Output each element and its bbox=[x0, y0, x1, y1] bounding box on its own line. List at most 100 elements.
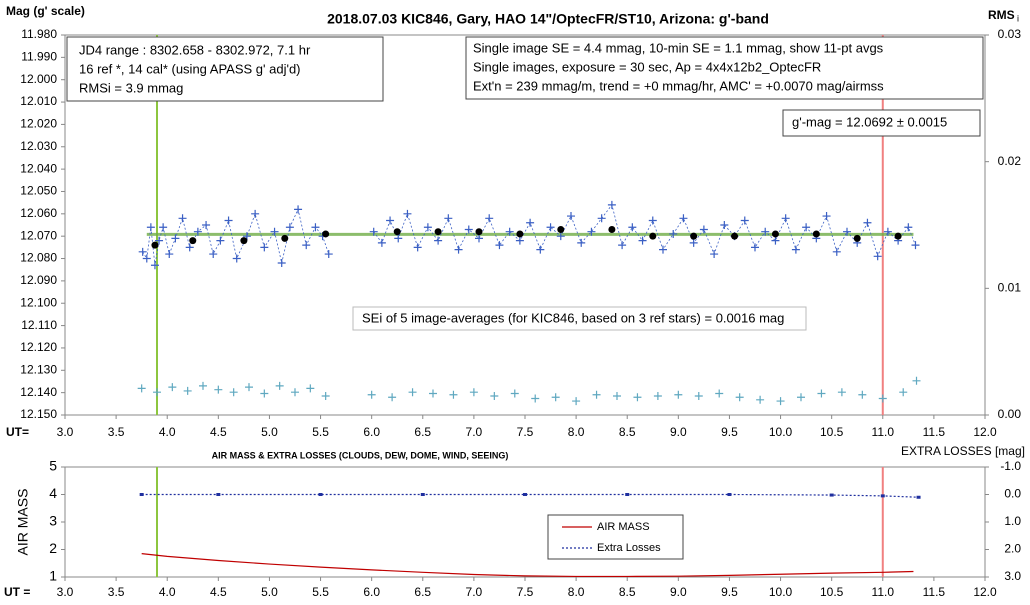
point bbox=[216, 236, 225, 245]
annotation: Ext'n = 239 mmag/m, trend = +0 mmag/hr, … bbox=[473, 78, 884, 93]
point bbox=[429, 389, 437, 398]
y-tick-label: 12.010 bbox=[20, 94, 57, 108]
average-point bbox=[608, 225, 616, 233]
x-tick-label: 9.0 bbox=[670, 425, 687, 439]
point bbox=[245, 383, 253, 392]
x-tick-label: 4.5 bbox=[210, 585, 227, 599]
point bbox=[168, 383, 177, 392]
point bbox=[216, 493, 221, 496]
point bbox=[505, 227, 514, 236]
point bbox=[150, 261, 159, 270]
y-tick-label: 12.120 bbox=[20, 340, 57, 354]
x-tick-label: 11.5 bbox=[923, 425, 946, 439]
point bbox=[171, 234, 180, 243]
point bbox=[628, 223, 637, 232]
point bbox=[832, 247, 841, 256]
point bbox=[669, 229, 678, 238]
annotation-box bbox=[465, 36, 984, 100]
average-point bbox=[151, 241, 159, 249]
y2-tick-label: 1.0 bbox=[1004, 514, 1021, 528]
x-tick-label: 10.5 bbox=[820, 585, 844, 599]
point bbox=[863, 218, 872, 227]
x-tick-label: 5.5 bbox=[312, 585, 329, 599]
point bbox=[771, 236, 780, 245]
y-axis-label: Mag (g' scale) bbox=[6, 4, 85, 18]
point bbox=[403, 209, 412, 218]
x-tick-label: 5.0 bbox=[261, 425, 278, 439]
point bbox=[388, 393, 397, 402]
point bbox=[260, 389, 269, 398]
average-point bbox=[557, 225, 565, 233]
x-tick-label: 8.5 bbox=[619, 425, 636, 439]
x-tick-label: 7.5 bbox=[517, 425, 534, 439]
x-tick-label: 8.5 bbox=[619, 585, 636, 599]
point bbox=[843, 227, 851, 236]
y-tick-label: 12.080 bbox=[20, 251, 57, 265]
point bbox=[495, 241, 504, 250]
annotations: JD4 range : 8302.658 - 8302.972, 7.1 hr … bbox=[66, 36, 984, 331]
y-tick-label: 12.040 bbox=[20, 161, 57, 175]
point bbox=[817, 389, 826, 398]
y2-axis-label-sub: i bbox=[1017, 13, 1019, 23]
average-point bbox=[516, 230, 524, 238]
point bbox=[306, 384, 315, 393]
point bbox=[618, 241, 627, 250]
average-point bbox=[240, 237, 248, 245]
point bbox=[199, 381, 207, 390]
x-tick-label: 9.0 bbox=[670, 585, 687, 599]
point bbox=[531, 394, 540, 403]
point bbox=[229, 388, 238, 397]
y-axis-label: AIR MASS bbox=[15, 489, 31, 556]
point bbox=[674, 390, 683, 399]
y-tick-label: 12.030 bbox=[20, 139, 57, 153]
point bbox=[633, 393, 642, 402]
y2-tick-label: -1.0 bbox=[1000, 459, 1021, 473]
point bbox=[270, 227, 279, 236]
x-tick-label: 10.0 bbox=[769, 425, 793, 439]
point bbox=[137, 384, 146, 393]
point bbox=[858, 390, 867, 399]
point bbox=[791, 245, 800, 254]
point bbox=[613, 392, 621, 400]
point bbox=[294, 205, 303, 214]
average-point bbox=[812, 230, 820, 238]
point bbox=[193, 227, 202, 236]
point bbox=[209, 250, 218, 259]
legend: AIR MASS Extra Losses bbox=[547, 514, 684, 560]
point bbox=[715, 389, 724, 398]
x-tick-label: 3.5 bbox=[108, 585, 125, 599]
point bbox=[740, 216, 749, 225]
x-tick-label: 3.5 bbox=[108, 425, 125, 439]
point bbox=[822, 212, 831, 221]
x-tick-label: 6.0 bbox=[363, 425, 380, 439]
annotation: JD4 range : 8302.658 - 8302.972, 7.1 hr bbox=[79, 42, 311, 57]
point bbox=[904, 223, 913, 232]
point bbox=[556, 232, 565, 241]
point bbox=[449, 390, 458, 399]
x-tick-label: 4.0 bbox=[159, 585, 176, 599]
annotation: Single image SE = 4.4 mmag, 10-min SE = … bbox=[473, 40, 884, 55]
point bbox=[224, 216, 233, 225]
point bbox=[165, 250, 174, 259]
annotation: SEi of 5 image-averages (for KIC846, bas… bbox=[362, 310, 784, 325]
x-tick-label: 10.5 bbox=[820, 425, 844, 439]
x-tick-label: 7.0 bbox=[466, 585, 483, 599]
point bbox=[475, 234, 483, 243]
point bbox=[369, 227, 378, 236]
point bbox=[242, 232, 251, 241]
y2-axis-label: RMS bbox=[988, 8, 1015, 22]
point bbox=[146, 223, 155, 232]
point bbox=[408, 388, 417, 397]
point bbox=[178, 214, 187, 223]
chart-title: 2018.07.03 KIC846, Gary, HAO 14"/OptecFR… bbox=[327, 11, 769, 27]
y-tick-label: 2 bbox=[49, 540, 57, 556]
x-tick-label: 11.0 bbox=[872, 425, 895, 439]
chart-title: AIR MASS & EXTRA LOSSES (CLOUDS, DEW, DO… bbox=[212, 450, 509, 460]
x-tick-label: 7.0 bbox=[466, 425, 483, 439]
y-tick-label: 3 bbox=[49, 513, 57, 529]
point bbox=[454, 245, 463, 254]
point bbox=[413, 243, 422, 252]
point bbox=[202, 221, 211, 229]
annotation-box bbox=[782, 109, 981, 137]
point bbox=[756, 395, 765, 404]
